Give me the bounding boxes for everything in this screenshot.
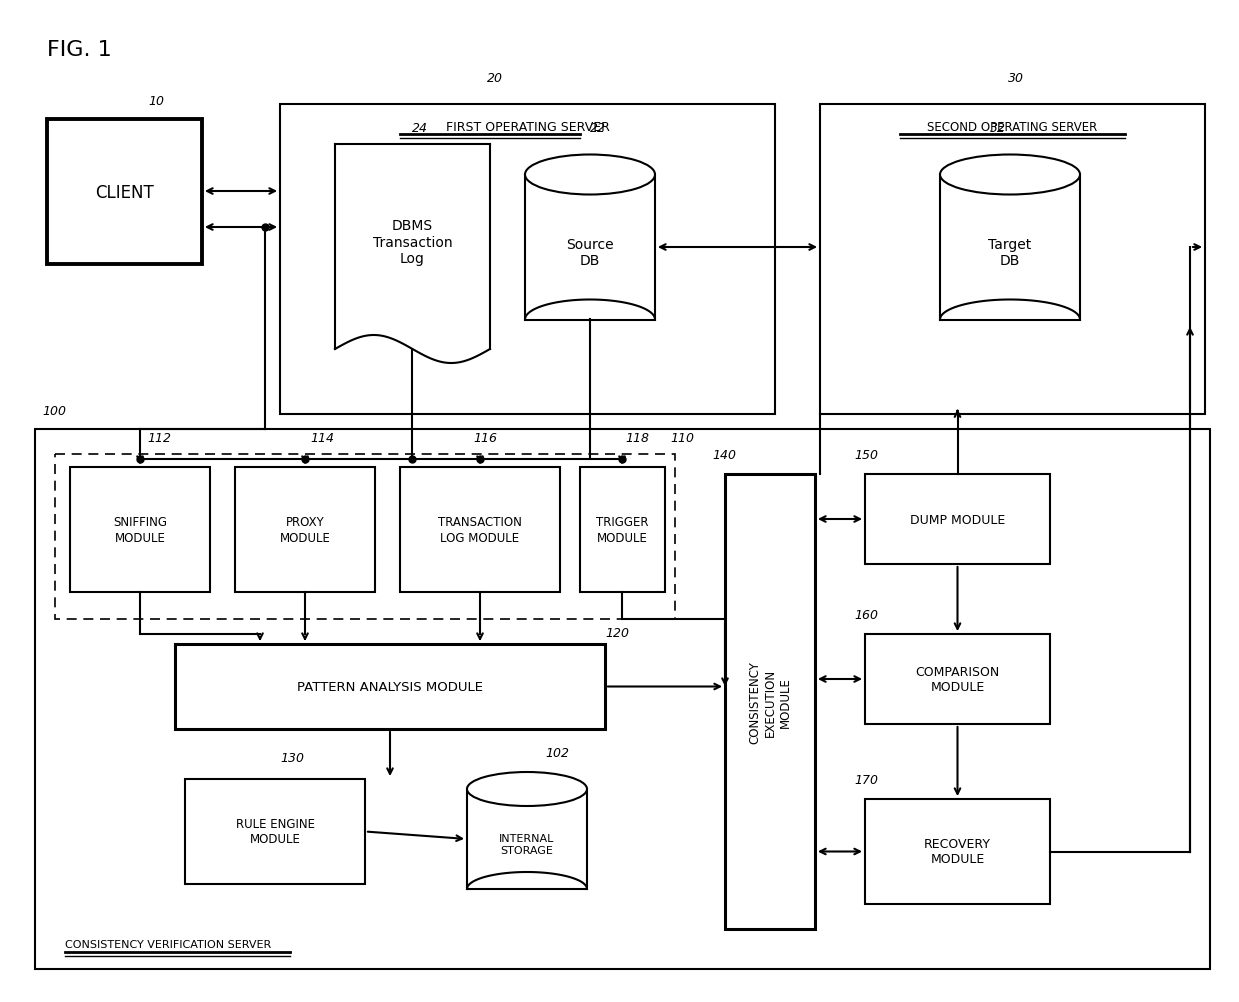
Text: 20: 20: [487, 72, 503, 85]
Bar: [185, 780, 366, 884]
Bar: [400, 468, 560, 592]
Text: TRANSACTION
LOG MODULE: TRANSACTION LOG MODULE: [439, 516, 522, 544]
Bar: [69, 468, 209, 592]
Text: COMPARISON
MODULE: COMPARISON MODULE: [916, 665, 1000, 693]
Text: 116: 116: [473, 432, 497, 445]
Text: Target
DB: Target DB: [989, 237, 1032, 268]
Bar: [525, 175, 655, 321]
Text: INTERNAL
STORAGE: INTERNAL STORAGE: [499, 834, 555, 855]
Text: TRIGGER
MODULE: TRIGGER MODULE: [596, 516, 649, 544]
Text: SNIFFING
MODULE: SNIFFING MODULE: [113, 516, 167, 544]
Text: CONSISTENCY VERIFICATION SERVER: CONSISTENCY VERIFICATION SERVER: [64, 939, 271, 949]
Text: DBMS
Transaction
Log: DBMS Transaction Log: [373, 219, 452, 266]
Text: FIRST OPERATING SERVER: FIRST OPERATING SERVER: [446, 120, 610, 133]
Text: PATTERN ANALYSIS MODULE: PATTERN ANALYSIS MODULE: [297, 680, 483, 693]
Text: 112: 112: [147, 432, 171, 445]
Text: RECOVERY
MODULE: RECOVERY MODULE: [924, 838, 991, 866]
Bar: [55, 455, 675, 619]
Text: 30: 30: [1009, 72, 1023, 85]
Text: 24: 24: [413, 122, 427, 135]
Bar: [725, 475, 815, 929]
Text: 120: 120: [605, 626, 629, 639]
Text: 170: 170: [854, 774, 878, 787]
Bar: [47, 120, 202, 265]
Text: RULE ENGINE
MODULE: RULE ENGINE MODULE: [235, 818, 315, 846]
Text: 140: 140: [712, 449, 736, 462]
Text: FIG. 1: FIG. 1: [47, 40, 112, 60]
Text: SECOND OPERATING SERVER: SECOND OPERATING SERVER: [927, 120, 1098, 133]
Bar: [580, 468, 665, 592]
Bar: [280, 105, 776, 415]
Bar: [235, 468, 375, 592]
Ellipse shape: [467, 773, 587, 807]
Bar: [940, 175, 1080, 321]
Text: Source
DB: Source DB: [566, 237, 613, 268]
Text: PROXY
MODULE: PROXY MODULE: [280, 516, 331, 544]
Text: 118: 118: [624, 432, 649, 445]
Text: 114: 114: [310, 432, 335, 445]
Ellipse shape: [525, 155, 655, 195]
Bar: [467, 790, 587, 889]
Text: 100: 100: [42, 405, 66, 418]
Text: DUMP MODULE: DUMP MODULE: [909, 513, 1005, 526]
Text: 22: 22: [590, 122, 606, 135]
Text: 32: 32: [990, 122, 1006, 135]
Bar: [35, 430, 1211, 969]
Text: 160: 160: [854, 608, 878, 621]
Bar: [865, 800, 1049, 904]
Text: 110: 110: [670, 432, 694, 445]
Bar: [820, 105, 1206, 415]
Text: CONSISTENCY
EXECUTION
MODULE: CONSISTENCY EXECUTION MODULE: [748, 660, 792, 743]
Text: 10: 10: [147, 95, 164, 108]
Bar: [865, 634, 1049, 724]
Bar: [175, 644, 605, 729]
Ellipse shape: [940, 155, 1080, 195]
Text: 102: 102: [545, 746, 569, 760]
Text: CLIENT: CLIENT: [95, 183, 154, 201]
Text: 130: 130: [280, 752, 304, 765]
Bar: [865, 475, 1049, 564]
Text: 150: 150: [854, 449, 878, 462]
